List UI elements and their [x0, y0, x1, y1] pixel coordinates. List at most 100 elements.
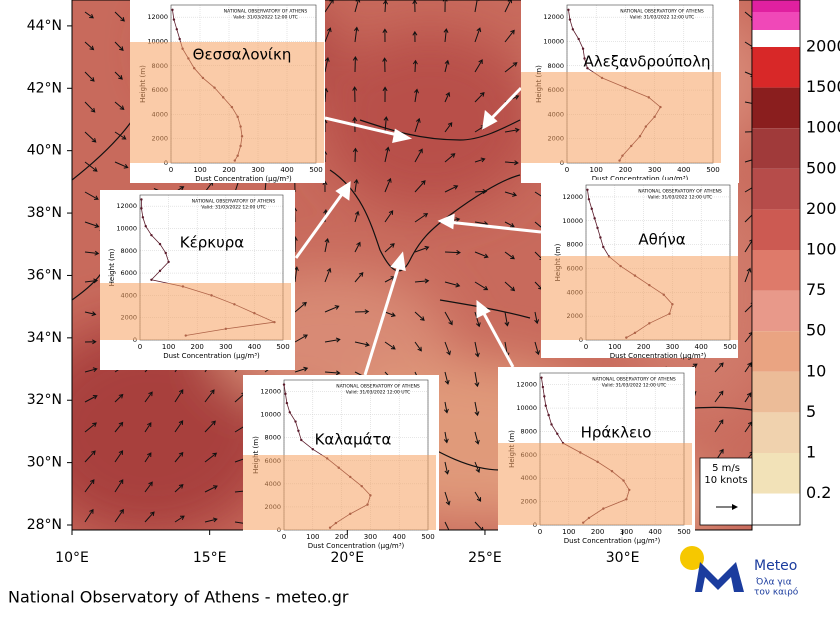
wind-arrow — [414, 117, 421, 133]
profile-point — [150, 233, 153, 237]
x-tick-label: 200 — [222, 166, 235, 174]
wind-arrow — [324, 370, 341, 376]
wind-arrow — [84, 422, 97, 433]
colorbar-box — [752, 30, 800, 47]
profile-point — [590, 207, 593, 211]
wind-arrow — [354, 241, 361, 253]
wind-arrow — [474, 251, 489, 259]
inset-header: NATIONAL OBSERVATORY OF ATHENS — [336, 384, 420, 390]
wind-arrow — [84, 161, 98, 172]
wind-arrow — [84, 250, 100, 256]
y-tick-label: 8000 — [547, 62, 564, 70]
profile-point — [141, 216, 145, 219]
wind-arrow — [84, 395, 98, 403]
label-shade — [498, 443, 692, 525]
y-tick-label: 12000 — [516, 381, 537, 389]
colorbar-box — [752, 47, 800, 88]
profile-point — [544, 404, 547, 407]
colorbar-box — [752, 371, 800, 413]
inset-title: Καλαμάτα — [315, 431, 392, 449]
wind-arrow — [444, 281, 461, 288]
wind-arrow — [354, 210, 360, 223]
wind-arrow — [744, 267, 752, 283]
colorbar-label: 1 — [806, 443, 816, 462]
profile-point — [297, 429, 300, 432]
x-tick-label: 300 — [251, 166, 264, 174]
x-tick-label: 500 — [276, 343, 289, 351]
profile-point — [577, 37, 580, 41]
wind-arrow — [744, 187, 752, 193]
wind-arrow — [114, 393, 124, 403]
profile-point — [158, 269, 162, 273]
profile-point — [593, 217, 596, 220]
inset-title: Κέρκυρα — [180, 234, 245, 252]
logo-slogan: Όλα για — [755, 577, 792, 588]
wind-arrow — [384, 341, 396, 350]
wind-arrow — [504, 127, 520, 133]
wind-arrow — [414, 245, 430, 253]
wind-arrow — [444, 491, 451, 506]
x-tick-label: 300 — [219, 343, 232, 351]
label-shade — [521, 72, 721, 163]
x-tick-label: 500 — [421, 533, 434, 541]
wind-arrow — [504, 160, 519, 166]
colorbar-box — [752, 0, 800, 12]
wind-arrow — [84, 41, 95, 51]
lon-tick-label: 30°E — [606, 550, 640, 566]
wind-arrow — [744, 131, 752, 133]
label-shade — [541, 256, 738, 340]
logo: Meteo Όλα για τον καιρό — [680, 546, 799, 598]
inset-header: NATIONAL OBSERVATORY OF ATHENS — [592, 377, 676, 383]
wind-arrow — [114, 11, 125, 22]
wind-arrow — [324, 0, 334, 13]
x-tick-label: 100 — [306, 533, 319, 541]
profile-point — [540, 376, 543, 379]
wind-arrow — [744, 41, 752, 49]
pointer-arrows — [294, 86, 542, 376]
colorbar-frame — [751, 0, 801, 526]
colorbar-label: 200 — [806, 199, 837, 218]
profile-point — [158, 242, 162, 246]
profile-point — [567, 8, 570, 12]
wind-arrow — [384, 177, 392, 193]
x-tick-label: 300 — [364, 533, 377, 541]
profile-point — [547, 413, 550, 417]
inset-valid: Valid: 31/03/2022 12:00 UTC — [648, 195, 712, 201]
lon-tick-label: 15°E — [193, 550, 227, 566]
wind-arrow — [474, 0, 480, 13]
profile-point — [140, 207, 143, 210]
wind-arrow — [354, 0, 361, 13]
profile-point — [541, 385, 545, 389]
x-tick-label: 100 — [193, 166, 206, 174]
inset-header: NATIONAL OBSERVATORY OF ATHENS — [192, 199, 276, 205]
profile-point — [599, 236, 602, 239]
profile-point — [175, 28, 178, 31]
profile-point — [172, 18, 176, 21]
x-tick-label: 400 — [393, 533, 406, 541]
profile-point — [583, 57, 586, 60]
wind-arrow — [84, 101, 96, 113]
x-tick-label: 0 — [138, 343, 142, 351]
wind-arrow — [504, 191, 518, 197]
lon-tick-label: 20°E — [330, 550, 364, 566]
wind-arrow — [144, 452, 152, 463]
wind-arrow — [84, 367, 98, 373]
wind-arrow — [714, 390, 724, 403]
lat-tick-label: 30°N — [27, 455, 62, 471]
y-axis-label: Height (m) — [252, 436, 260, 474]
colorbar-label: 75 — [806, 280, 826, 299]
wind-arrow — [144, 422, 152, 433]
x-tick-label: 400 — [677, 166, 690, 174]
x-tick-label: 200 — [335, 533, 348, 541]
x-tick-label: 100 — [608, 343, 621, 351]
wind-arrow — [444, 185, 459, 193]
wind-arrow — [84, 11, 94, 19]
lat-tick-label: 42°N — [27, 80, 62, 96]
wind-arrow — [84, 191, 99, 200]
wind-arrow — [114, 508, 124, 523]
wind-arrow — [114, 101, 125, 111]
wind-arrow — [353, 26, 359, 43]
inset-title: Αλεξανδρούπολη — [583, 53, 710, 71]
wind-arrow — [294, 301, 307, 313]
y-tick-label: 8000 — [264, 434, 281, 442]
